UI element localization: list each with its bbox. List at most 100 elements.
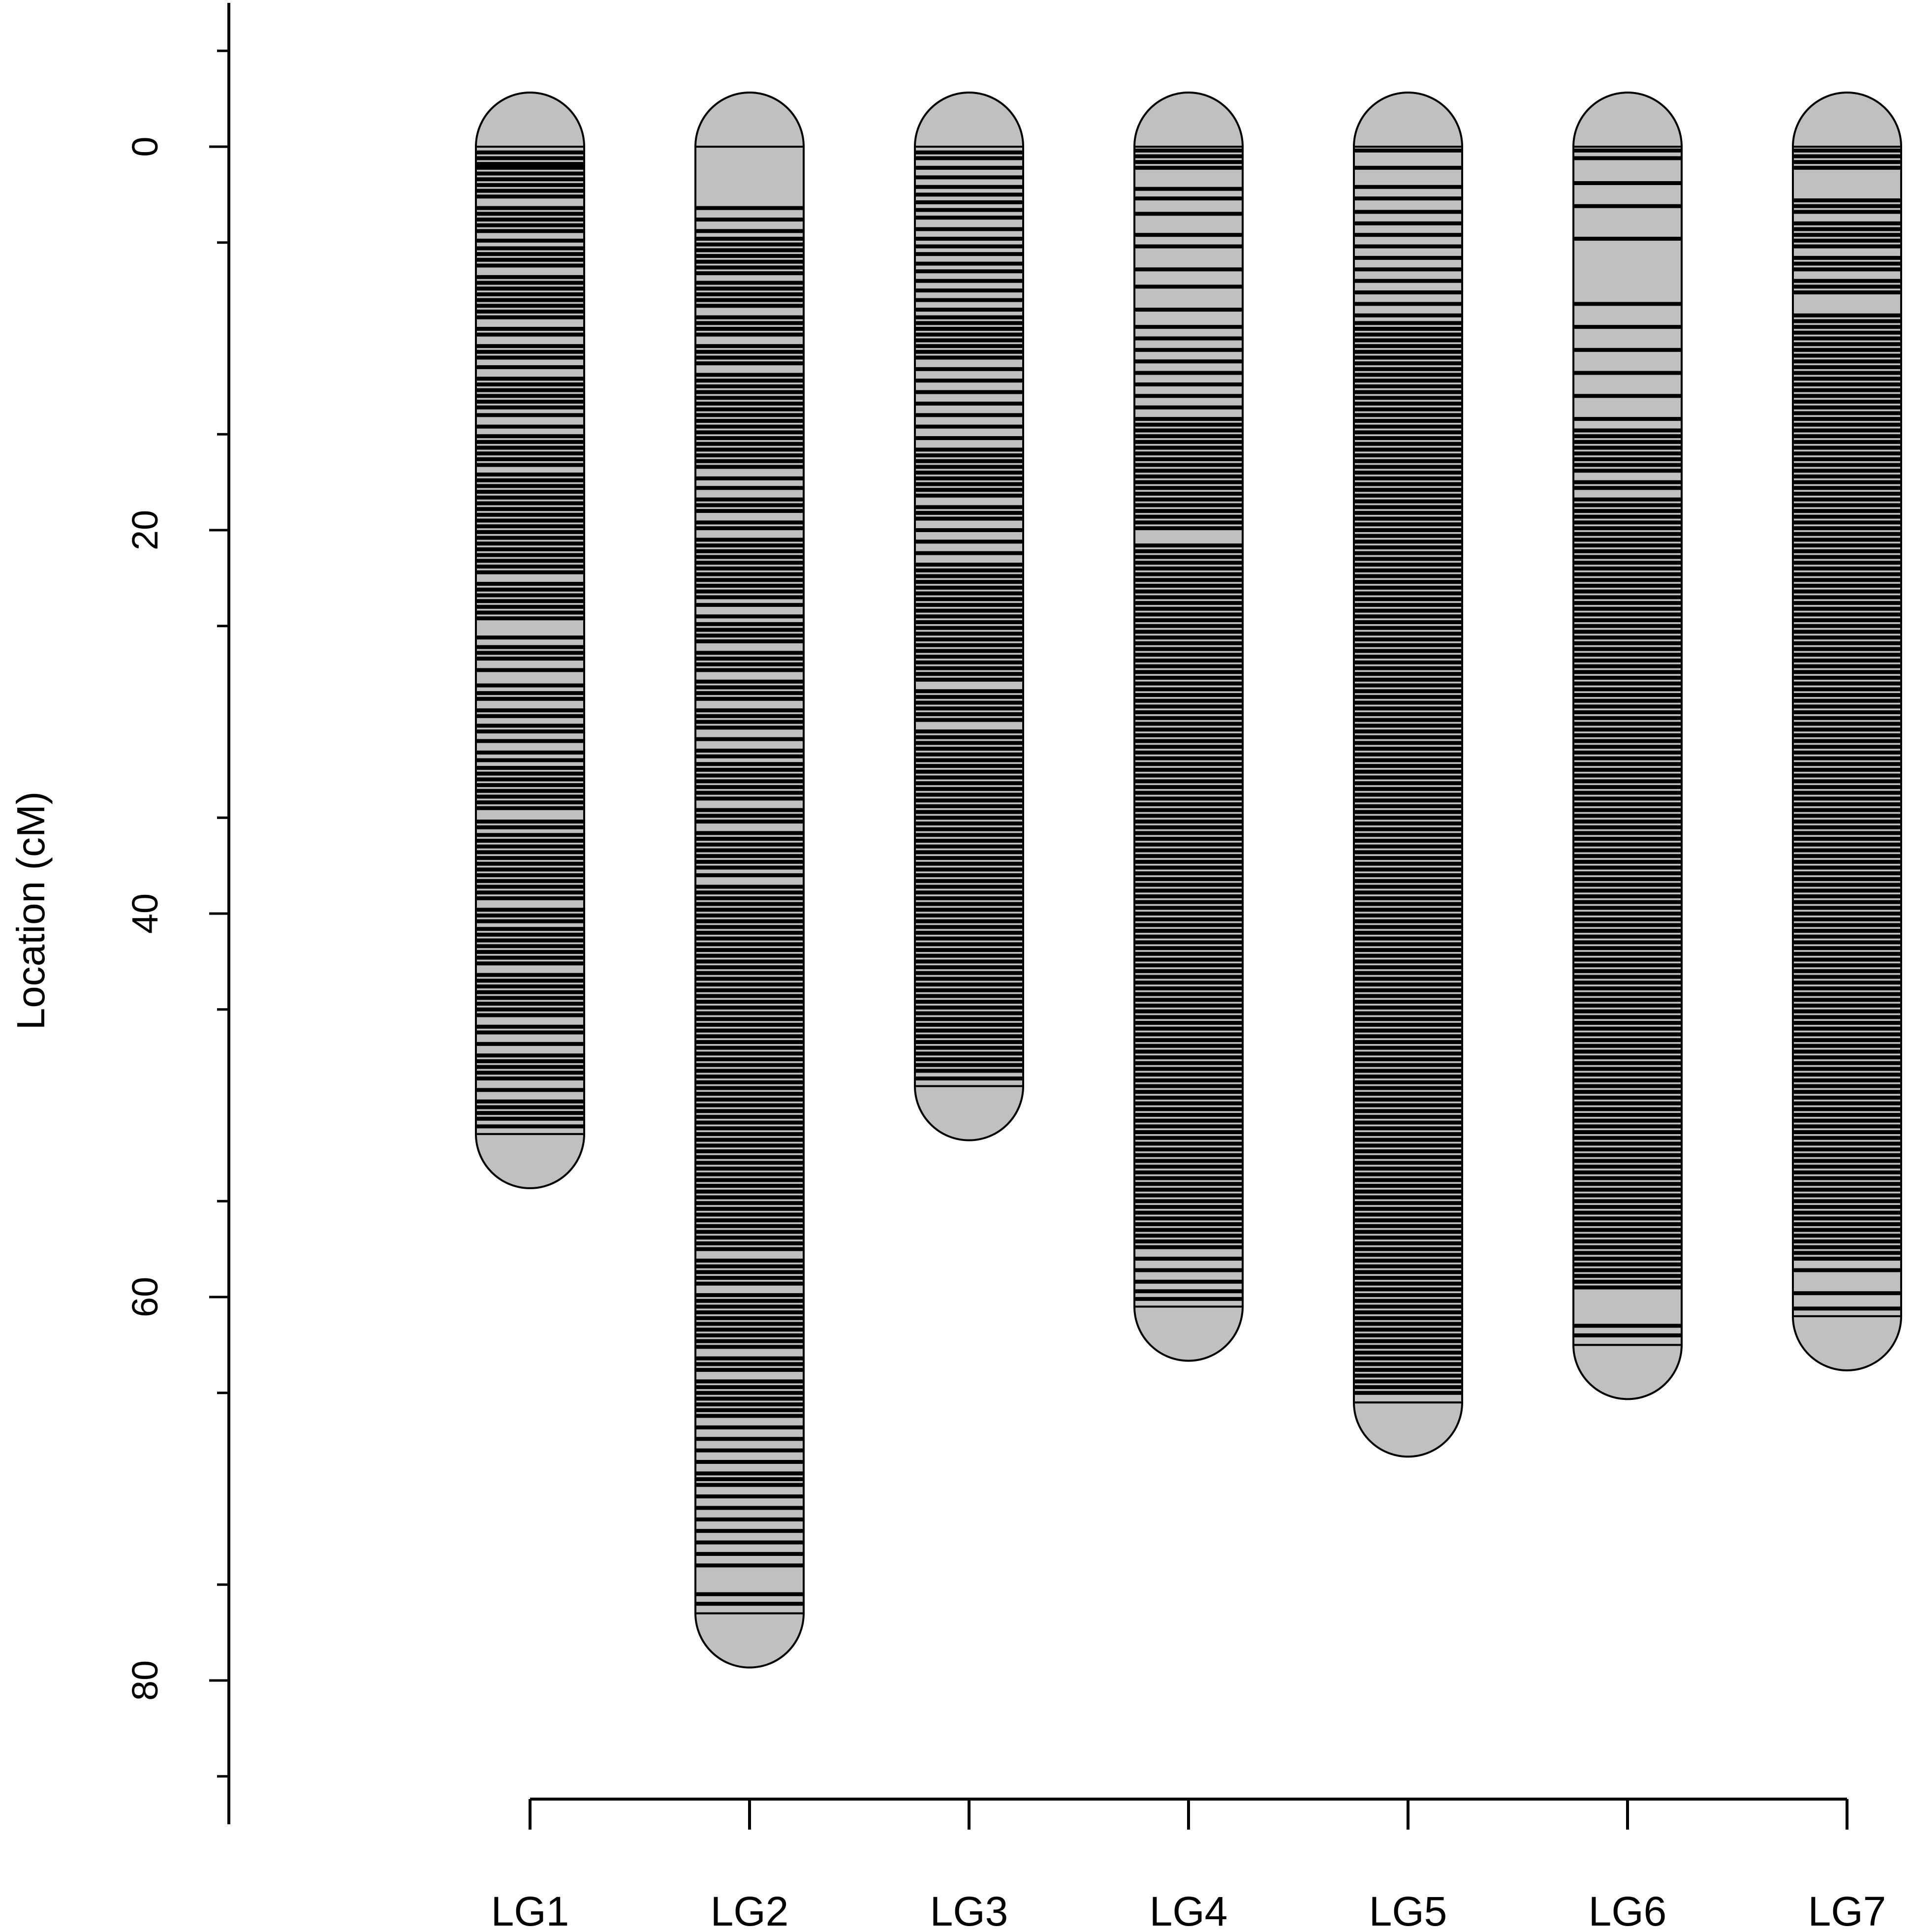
marker-band bbox=[915, 620, 1023, 624]
marker-band bbox=[695, 321, 804, 325]
marker-band bbox=[695, 1270, 804, 1274]
marker-band bbox=[695, 848, 804, 853]
marker-band bbox=[1793, 670, 1901, 674]
marker-band bbox=[1134, 486, 1243, 490]
marker-band bbox=[695, 271, 804, 276]
marker-band bbox=[695, 1126, 804, 1131]
marker-band bbox=[1134, 463, 1243, 467]
marker-band bbox=[1573, 779, 1682, 784]
marker-band bbox=[1793, 1124, 1901, 1129]
marker-band bbox=[695, 988, 804, 992]
marker-band bbox=[1354, 632, 1462, 636]
marker-band bbox=[915, 655, 1023, 659]
marker-band bbox=[1134, 578, 1243, 582]
marker-band bbox=[1354, 1022, 1462, 1027]
marker-band bbox=[1573, 1147, 1682, 1152]
marker-band bbox=[695, 218, 804, 222]
marker-band bbox=[915, 781, 1023, 786]
marker-band bbox=[1354, 637, 1462, 642]
marker-band bbox=[1793, 1187, 1901, 1192]
marker-band bbox=[1354, 1189, 1462, 1194]
marker-band bbox=[1134, 837, 1243, 841]
marker-band bbox=[1354, 879, 1462, 883]
marker-band bbox=[695, 1552, 804, 1556]
marker-band bbox=[1354, 488, 1462, 492]
marker-band bbox=[695, 1506, 804, 1510]
marker-band bbox=[695, 1224, 804, 1228]
marker-band bbox=[1134, 187, 1243, 191]
marker-band bbox=[1134, 917, 1243, 921]
marker-band bbox=[695, 1477, 804, 1482]
chromosome-top-cap bbox=[1352, 92, 1464, 148]
marker-band bbox=[476, 565, 584, 569]
marker-band bbox=[1134, 664, 1243, 668]
marker-band bbox=[1134, 457, 1243, 461]
marker-band bbox=[1573, 630, 1682, 634]
marker-band bbox=[1573, 1159, 1682, 1163]
marker-band bbox=[695, 1339, 804, 1343]
marker-band bbox=[695, 242, 804, 247]
marker-band bbox=[1134, 1222, 1243, 1226]
marker-band bbox=[476, 806, 584, 810]
marker-band bbox=[1134, 417, 1243, 421]
marker-band bbox=[1573, 1204, 1682, 1209]
marker-band bbox=[915, 227, 1023, 231]
marker-band bbox=[1354, 735, 1462, 739]
marker-band bbox=[915, 585, 1023, 590]
marker-band bbox=[476, 1105, 584, 1109]
marker-band bbox=[915, 308, 1023, 312]
marker-band bbox=[915, 568, 1023, 572]
marker-band bbox=[1354, 1092, 1462, 1096]
marker-band bbox=[1354, 643, 1462, 647]
marker-band bbox=[695, 1212, 804, 1217]
marker-band bbox=[1573, 148, 1682, 153]
marker-band bbox=[1354, 1161, 1462, 1165]
marker-band bbox=[1354, 1143, 1462, 1148]
marker-band bbox=[476, 729, 584, 733]
marker-band bbox=[1793, 733, 1901, 737]
marker-band bbox=[476, 1007, 584, 1012]
marker-band bbox=[1134, 1112, 1243, 1117]
marker-band bbox=[1134, 1038, 1243, 1043]
marker-band bbox=[915, 850, 1023, 855]
marker-band bbox=[915, 516, 1023, 521]
marker-band bbox=[915, 908, 1023, 912]
marker-band bbox=[695, 401, 804, 406]
marker-band bbox=[915, 827, 1023, 831]
marker-band bbox=[1793, 877, 1901, 881]
marker-band bbox=[476, 938, 584, 943]
marker-band bbox=[1573, 831, 1682, 835]
marker-band bbox=[1793, 520, 1901, 525]
marker-band bbox=[1573, 1234, 1682, 1238]
marker-band bbox=[1573, 842, 1682, 847]
marker-band bbox=[1573, 888, 1682, 893]
marker-band bbox=[1793, 837, 1901, 841]
marker-band bbox=[1573, 975, 1682, 979]
marker-band bbox=[476, 490, 584, 494]
marker-band bbox=[1354, 787, 1462, 791]
marker-band bbox=[1793, 417, 1901, 421]
marker-band bbox=[1573, 417, 1682, 421]
marker-band bbox=[1573, 641, 1682, 645]
marker-band bbox=[1354, 290, 1462, 295]
marker-band bbox=[1354, 620, 1462, 624]
marker-band bbox=[476, 833, 584, 837]
marker-band bbox=[1573, 618, 1682, 623]
marker-band bbox=[1793, 474, 1901, 478]
marker-band bbox=[1134, 946, 1243, 950]
marker-band bbox=[1793, 940, 1901, 945]
marker-band bbox=[1793, 405, 1901, 410]
marker-band bbox=[1134, 1032, 1243, 1037]
marker-band bbox=[695, 595, 804, 600]
marker-band bbox=[1354, 666, 1462, 670]
marker-band bbox=[1134, 831, 1243, 835]
marker-band bbox=[1573, 538, 1682, 542]
marker-band bbox=[1134, 940, 1243, 945]
marker-band bbox=[695, 685, 804, 690]
marker-band bbox=[1573, 532, 1682, 536]
marker-band bbox=[915, 597, 1023, 602]
marker-band bbox=[476, 315, 584, 319]
marker-band bbox=[1573, 1049, 1682, 1054]
marker-band bbox=[1793, 1073, 1901, 1077]
marker-band bbox=[1354, 608, 1462, 613]
